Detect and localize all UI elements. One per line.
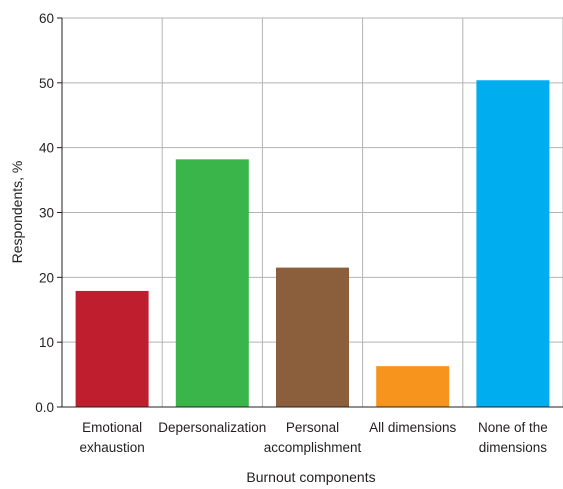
x-tick-label: None of the dimensions <box>478 420 548 455</box>
y-tick-label: 20 <box>39 270 54 285</box>
y-tick-label: 40 <box>39 141 54 156</box>
bar <box>276 267 349 407</box>
grid-lines <box>62 17 563 407</box>
bar <box>175 159 249 407</box>
bar <box>376 366 450 407</box>
y-tick-labels: 0.0 10 20 30 40 50 60 <box>35 11 62 415</box>
y-tick-label: 10 <box>39 335 54 350</box>
y-tick-label: 0.0 <box>35 400 54 415</box>
bar <box>75 290 149 407</box>
x-tick-label: Emotional exhaustion <box>79 420 144 455</box>
x-tick-label: All dimensions <box>369 420 456 435</box>
y-tick-label: 30 <box>39 206 54 221</box>
x-tick-labels: Emotional exhaustion Depersonalization Pers… <box>79 420 547 455</box>
bar <box>476 80 550 408</box>
x-axis-title: Burnout components <box>246 469 375 485</box>
x-tick-label: Depersonalization <box>158 420 266 435</box>
y-axis-title: Respondents, % <box>9 161 25 264</box>
x-tick-label: Personal accomplishment <box>264 420 362 455</box>
y-tick-label: 50 <box>39 76 54 91</box>
y-tick-label: 60 <box>39 11 54 26</box>
bars <box>75 80 550 408</box>
